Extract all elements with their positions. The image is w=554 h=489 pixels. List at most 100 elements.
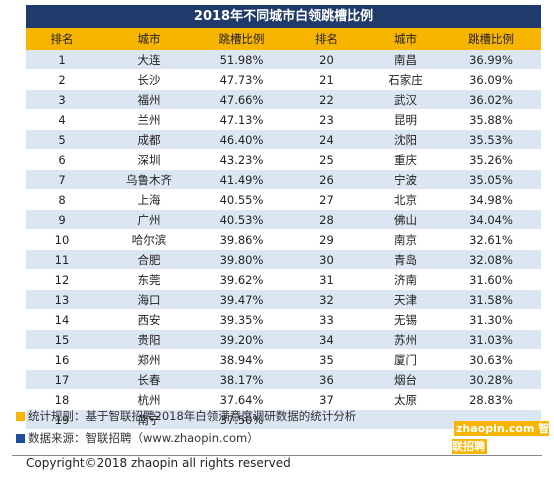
cell: 南昌 [370,50,441,70]
table-row: 15 贵阳 39.20% 34 苏州 31.03% [26,329,541,350]
cell: 福州 [98,89,200,110]
cell: 36 [283,369,370,390]
table-row: 17 长春 38.17% 36 烟台 30.28% [26,369,541,390]
cell: 36.09% [441,69,541,90]
cell: 27 [283,189,370,210]
cell: 14 [26,309,98,330]
header-cell: 跳槽比例 [441,28,541,50]
source-note: 数据来源：智联招聘（www.zhaopin.com） [16,430,259,446]
cell: 4 [26,109,98,130]
cell: 32.08% [441,249,541,270]
cell: 32 [283,289,370,310]
cell: 36.02% [441,89,541,110]
cell: 28.83% [441,389,541,410]
header-cell: 城市 [370,28,441,50]
cell: 贵阳 [98,329,200,350]
ranking-table: 排名 城市 跳槽比例 排名 城市 跳槽比例 1 大连 51.98% 20 南昌 36.99% 2 长沙 4… [26,28,541,430]
cell: 南宁 [98,409,200,430]
header-cell: 跳槽比例 [200,28,283,50]
cell: 46.40% [200,129,283,150]
cell: 东莞 [98,269,200,290]
cell: 37.64% [200,389,283,410]
cell: 39.62% [200,269,283,290]
cell: 青岛 [370,249,441,270]
rule-text: 统计规则：基于智联招聘2018年白领满意度调研数据的统计分析 [28,409,357,423]
cell: 47.73% [200,69,283,90]
cell: 37 [283,389,370,410]
cell: 长春 [98,369,200,390]
table-row: 18 杭州 37.64% 37 太原 28.83% [26,389,541,410]
table-title: 2018年不同城市白领跳槽比例 [26,5,541,28]
source-text: 数据来源：智联招聘（www.zhaopin.com） [28,431,259,445]
cell: 35.26% [441,149,541,170]
cell: 广州 [98,209,200,230]
cell: 31 [283,269,370,290]
cell: 31.60% [441,269,541,290]
cell: 35.53% [441,129,541,150]
cell: 37.50% [200,409,283,430]
cell: 30.63% [441,349,541,370]
cell: 兰州 [98,109,200,130]
cell: 深圳 [98,149,200,170]
cell: 34.04% [441,209,541,230]
cell: 23 [283,109,370,130]
cell: 1 [26,50,98,70]
cell: 北京 [370,189,441,210]
cell: 26 [283,169,370,190]
cell: 19 [26,409,98,430]
cell: 40.55% [200,189,283,210]
cell: 上海 [98,189,200,210]
cell: 51.98% [200,50,283,70]
cell: 40.53% [200,209,283,230]
cell: 25 [283,149,370,170]
bullet [16,412,25,421]
cell: 15 [26,329,98,350]
bullet [16,434,25,443]
cell: 31.03% [441,329,541,350]
cell: 成都 [98,129,200,150]
cell: 35.88% [441,109,541,130]
cell: 34.98% [441,189,541,210]
cell: 43.23% [200,149,283,170]
cell: 昆明 [370,109,441,130]
cell: 39.20% [200,329,283,350]
cell: 38.94% [200,349,283,370]
cell: 32.61% [441,229,541,250]
cell: 33 [283,309,370,330]
cell: 8 [26,189,98,210]
cell: 南京 [370,229,441,250]
cell: 39.86% [200,229,283,250]
cell: 佛山 [370,209,441,230]
cell: 21 [283,69,370,90]
cell: 合肥 [98,249,200,270]
cell: 6 [26,149,98,170]
cell: 10 [26,229,98,250]
cell: 郑州 [98,349,200,370]
cell: 哈尔滨 [98,229,200,250]
table-row: 9 广州 40.53% 28 佛山 34.04% [26,209,541,230]
header-row: 排名 城市 跳槽比例 排名 城市 跳槽比例 [26,28,541,50]
header-cell: 城市 [98,28,200,50]
table-row: 6 深圳 43.23% 25 重庆 35.26% [26,149,541,170]
empty-cell [370,409,441,430]
cell: 39.47% [200,289,283,310]
cell: 36.99% [441,50,541,70]
cell: 13 [26,289,98,310]
cell: 石家庄 [370,69,441,90]
logo: zhaopin.com 智联招聘 [452,418,554,454]
cell: 31.58% [441,289,541,310]
table-row: 14 西安 39.35% 33 无锡 31.30% [26,309,541,330]
cell: 重庆 [370,149,441,170]
cell: 16 [26,349,98,370]
cell: 宁波 [370,169,441,190]
table-row: 8 上海 40.55% 27 北京 34.98% [26,189,541,210]
divider [12,455,542,456]
cell: 大连 [98,50,200,70]
cell: 苏州 [370,329,441,350]
cell: 11 [26,249,98,270]
cell: 17 [26,369,98,390]
table-row: 3 福州 47.66% 22 武汉 36.02% [26,89,541,110]
cell: 7 [26,169,98,190]
cell: 35.05% [441,169,541,190]
